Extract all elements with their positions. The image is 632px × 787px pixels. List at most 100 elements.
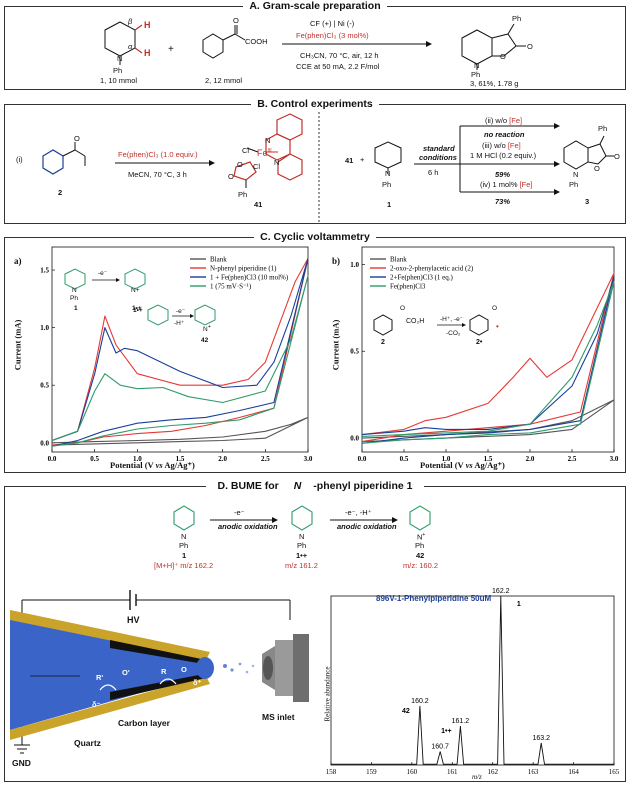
complex-fe: FeIII <box>257 148 272 158</box>
scheme-d-c1: 1 <box>182 551 187 560</box>
yield-59: 59% <box>495 170 511 179</box>
scheme-b-step2: -CO₂ <box>446 330 461 337</box>
section-d: D. BUME for N -phenyl piperidine 1 <box>4 480 626 782</box>
ms-xtick-label: 161 <box>447 768 458 776</box>
cv-a-ytick-label: 0.5 <box>40 382 49 390</box>
section-b-title: B. Control experiments <box>5 98 625 110</box>
ms-peak-tag: 1•+ <box>441 728 451 735</box>
cv-b-xtick-label: 3.0 <box>610 455 619 463</box>
scheme-d-ox2: anodic oxidation <box>337 522 397 531</box>
cv-a-xtick-label: 0.0 <box>48 455 57 463</box>
ms-trace <box>331 595 614 765</box>
cv-b-xlabel: Potential (V vs Ag/Ag⁺) <box>420 460 505 470</box>
complex-o-1: O <box>237 160 243 169</box>
scheme-d-n3: N+ <box>417 532 426 542</box>
compound-2-label: 2, 12 mmol <box>205 76 243 85</box>
cv-a-series-1 <box>51 257 309 446</box>
cv-a-legend-label: Blank <box>210 256 227 264</box>
cv-a-series-2 <box>51 257 309 447</box>
cv-b-legend-label: Blank <box>390 256 407 264</box>
beta-label: β <box>128 17 133 26</box>
delta-plus-label: δ⁺ <box>193 678 202 687</box>
hcl-additive: 1 M HCl (0.2 equiv.) <box>470 151 537 160</box>
cv-b-series-2 <box>361 275 615 444</box>
cv-a-ytick-label: 0.0 <box>40 439 49 447</box>
complex-n-1: N <box>265 136 271 145</box>
cv-a-series-3 <box>51 275 309 447</box>
scheme-b-step1: -H⁺, -e⁻ <box>440 316 464 323</box>
product-structure-a <box>461 23 526 70</box>
cv-a-xtick-label: 1.5 <box>176 455 185 463</box>
scheme-a-nplus-eq: N+ <box>203 324 211 334</box>
section-c: C. Cyclic voltammetry <box>4 231 626 473</box>
scheme-d-c3mz: m/z: 160.2 <box>403 561 439 570</box>
scheme-d-shapes <box>173 505 431 531</box>
bume-apparatus <box>10 590 309 754</box>
scheme-d-ph2: Ph <box>297 541 307 550</box>
std-conditions-1: standard <box>423 144 455 153</box>
ms-peak-tag: 1 <box>517 601 521 608</box>
condition-solvent: CH₃CN, 70 °C, air, 12 h <box>300 51 379 60</box>
scheme-d-c1mz: [M+H]⁺ m/z 162.2 <box>154 561 214 570</box>
cv-b-xtick-label: 0.0 <box>358 455 367 463</box>
scheme-a-ph: Ph <box>70 295 78 302</box>
cv-a-xtick-label: 3.0 <box>304 455 313 463</box>
cv-a-legend-label: 1 + Fe(phen)Cl3 (10 mol%) <box>210 274 289 282</box>
product-ring-o: O <box>500 52 506 61</box>
product-carbonyl-o: O <box>527 42 533 51</box>
cv-a-ytick-label: 1.0 <box>40 324 49 332</box>
scheme-d-ph3: Ph <box>415 541 425 550</box>
spectrum-xlabel: m/z <box>472 773 482 781</box>
h-label-1: H <box>144 20 151 30</box>
ms-inlet-label: MS inlet <box>262 712 295 722</box>
scheme-a-lbl1rad: 1•+ <box>132 305 142 312</box>
r-label: R <box>161 667 167 676</box>
acid-o-atom: O <box>233 16 239 25</box>
piperidine-structure-b <box>374 141 402 174</box>
scheme-b-cooh: CO₂H <box>406 318 425 325</box>
cv-a-xtick-label: 0.5 <box>90 455 99 463</box>
fe-complex-structure <box>233 113 303 188</box>
spectrum-ylabel: Relative abundance <box>323 666 332 722</box>
ms-peak-label: 162.2 <box>492 588 510 595</box>
scheme-d-ph1: Ph <box>179 541 189 550</box>
condition-cce: CCE at 50 mA, 2.2 F/mol <box>296 62 380 71</box>
condition-electrodes: CF (+) | Ni (-) <box>310 19 355 28</box>
ms-xtick-label: 158 <box>326 768 337 776</box>
hv-label: HV <box>127 615 140 625</box>
ms-xtick-label: 160 <box>407 768 418 776</box>
plus-sign: + <box>168 44 174 55</box>
cv-a-legend-label: N-phenyl piperidine (1) <box>210 265 277 273</box>
reagent-fe: Fe(phen)Cl₃ (1.0 equiv.) <box>118 150 198 159</box>
product-3-label: 3, 61%, 1.78 g <box>470 79 519 88</box>
n-atom: N <box>117 54 123 63</box>
section-b: B. Control experiments <box>4 98 626 224</box>
cv-b-legend-label: 2-oxo-2-phenylacetic acid (2) <box>390 265 474 273</box>
keto-acid-structure-b <box>42 142 86 175</box>
cv-a-xtick-label: 2.5 <box>261 455 270 463</box>
cv-b-xtick-label: 1.0 <box>442 455 451 463</box>
cv-b-scheme-shapes <box>373 314 489 336</box>
product-structure-b <box>563 135 614 170</box>
keto-acid-structure-a <box>202 25 246 59</box>
r-prime-label: R' <box>96 673 104 682</box>
complex-n-2: N <box>274 158 280 167</box>
ms-peak-tag: 42 <box>402 708 410 715</box>
cv-a-xlabel: Potential (V vs Ag/Ag⁺) <box>110 460 195 470</box>
complex-41-label: 41 <box>254 200 263 209</box>
reaction-arrow-a <box>282 41 432 47</box>
control-ii: (ii) w/o [Fe] <box>485 116 523 125</box>
h-label-2: H <box>144 48 151 58</box>
product-n: N <box>474 61 480 70</box>
cv-b-legend-label: 2+Fe(phen)Cl3 (1 eq.) <box>390 274 454 282</box>
scheme-a-e2b: -H⁺ <box>174 320 185 327</box>
cv-b-ytick-label: 0.5 <box>350 348 359 356</box>
ph-group: Ph <box>113 66 123 75</box>
cv-b-xtick-label: 2.0 <box>526 455 535 463</box>
scheme-d-n2: N <box>299 532 305 541</box>
spectrum-title: 896V-1-Phenylpiperidine 50uM <box>376 594 492 603</box>
ms-xtick-label: 162 <box>487 768 498 776</box>
ms-frame <box>330 595 615 766</box>
product-n-ph: Ph <box>471 70 481 79</box>
